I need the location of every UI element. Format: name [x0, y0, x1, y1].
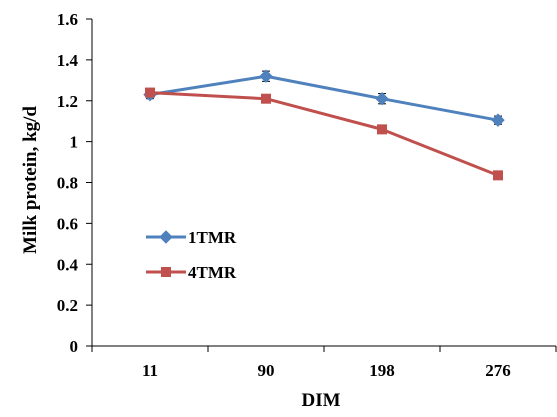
series-1TMR — [143, 69, 505, 127]
y-tick-label: 1.2 — [57, 92, 78, 111]
y-tick-label: 0.4 — [57, 255, 79, 274]
series-line — [149, 91, 499, 177]
data-point — [377, 124, 387, 135]
data-point — [261, 93, 271, 104]
x-tick-label: 198 — [369, 361, 395, 380]
legend-label: 1TMR — [188, 228, 237, 247]
y-tick-label: 1.4 — [57, 51, 79, 70]
x-tick-label: 90 — [258, 361, 275, 380]
data-point — [259, 69, 273, 83]
series-line — [149, 74, 499, 122]
y-tick-label: 0.2 — [57, 296, 78, 315]
data-point — [491, 113, 505, 127]
y-tick-label: 1.6 — [57, 10, 78, 29]
legend: 1TMR 4TMR — [146, 228, 237, 282]
legend-marker — [161, 267, 171, 277]
series-4TMR — [145, 87, 503, 181]
y-tick-label: 0.6 — [57, 214, 78, 233]
plot-series — [143, 69, 505, 181]
legend-marker — [159, 230, 173, 244]
x-axis-title: DIM — [301, 390, 340, 411]
x-tick-label: 11 — [142, 361, 158, 380]
data-point — [493, 170, 503, 181]
data-point — [145, 87, 155, 98]
y-tick-label: 1 — [70, 133, 79, 152]
x-axis-ticks: 11 90 198 276 — [91, 346, 557, 380]
y-tick-label: 0.8 — [57, 174, 78, 193]
x-tick-label: 276 — [485, 361, 511, 380]
y-tick-label: 0 — [70, 337, 79, 356]
legend-label: 4TMR — [188, 263, 237, 282]
y-axis-title: Milk protein, kg/d — [20, 106, 41, 254]
data-point — [375, 91, 389, 106]
y-axis-ticks: 0 0.2 0.4 0.6 0.8 1 1.2 1.4 1.6 — [57, 10, 92, 356]
